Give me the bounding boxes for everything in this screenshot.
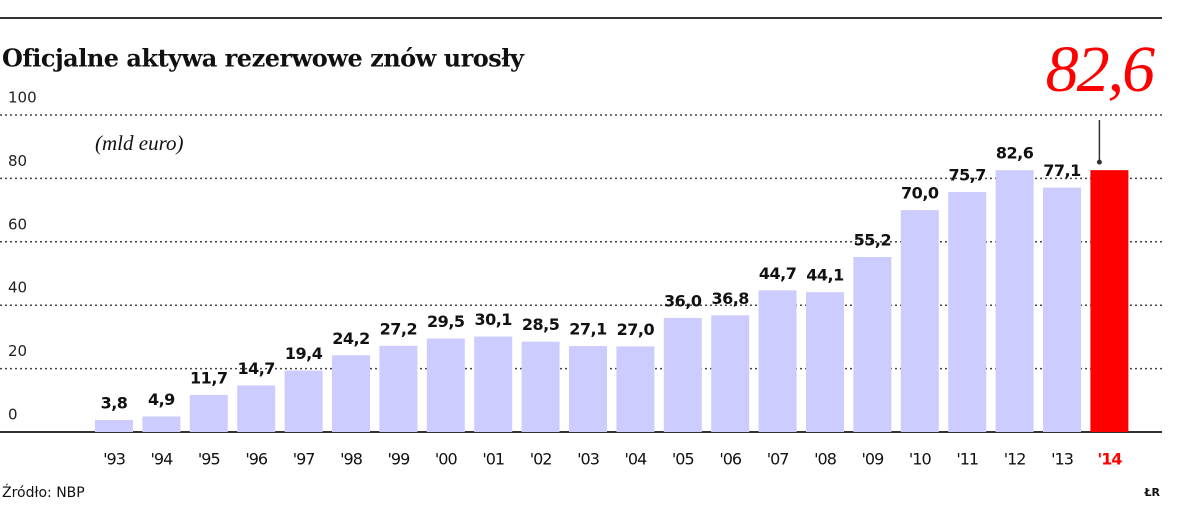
x-tick-label: '13 (1051, 450, 1073, 469)
x-tick-label: '94 (151, 450, 174, 469)
highlight-label: 82,6 (1046, 33, 1156, 106)
x-tick-label: '05 (672, 450, 694, 469)
bar (142, 416, 181, 432)
x-tick-label: '01 (482, 450, 504, 469)
bar (711, 315, 750, 432)
x-tick-label: '98 (340, 450, 363, 469)
bar (758, 290, 797, 432)
bar (663, 317, 702, 432)
value-label: 75,7 (948, 166, 985, 185)
value-label: 44,1 (806, 266, 844, 285)
value-label: 3,8 (101, 393, 128, 412)
x-tick-label: '99 (388, 450, 411, 469)
bar (189, 394, 228, 432)
x-tick-label: '96 (245, 450, 268, 469)
x-tick-label: '08 (814, 450, 837, 469)
y-tick-label: 60 (8, 215, 27, 233)
bar (1043, 187, 1081, 432)
unit-label: (mld euro) (95, 131, 183, 155)
value-label: 24,2 (332, 329, 369, 348)
y-tick-label: 0 (8, 406, 18, 424)
x-tick-label: '95 (198, 450, 220, 469)
bar (569, 346, 607, 432)
value-label: 30,1 (474, 310, 512, 329)
value-label: 27,0 (617, 320, 655, 339)
bar (995, 170, 1034, 432)
bar (237, 385, 276, 432)
x-tick-label: '04 (625, 450, 648, 469)
value-label: 55,2 (854, 231, 891, 250)
value-label: 19,4 (285, 344, 323, 363)
value-label: 4,9 (148, 390, 175, 409)
y-tick-label: 80 (8, 152, 27, 170)
value-label: 14,7 (237, 359, 274, 378)
x-tick-label: '00 (435, 450, 458, 469)
bar (332, 355, 370, 432)
bar (474, 336, 513, 432)
bar (806, 292, 844, 432)
value-label: 82,6 (996, 144, 1034, 163)
y-tick-label: 100 (8, 89, 37, 107)
x-tick-label: '07 (767, 450, 789, 469)
x-tick-label: '03 (577, 450, 599, 469)
bar (853, 257, 892, 432)
credit: ŁR (1143, 486, 1160, 499)
bar (426, 338, 465, 432)
y-tick-label: 40 (8, 279, 27, 297)
bar (379, 345, 418, 432)
value-label: 44,7 (759, 264, 796, 283)
x-tick-label: '09 (862, 450, 885, 469)
x-tick-label: '10 (909, 450, 932, 469)
value-label: 11,7 (190, 368, 227, 387)
value-label: 27,2 (380, 319, 417, 338)
bar (521, 341, 560, 432)
x-tick-label: '97 (293, 450, 315, 469)
bar (900, 210, 939, 432)
x-tick-label: '14 (1097, 450, 1122, 469)
value-label: 29,5 (427, 312, 465, 331)
bar (1090, 170, 1129, 432)
bar (95, 419, 133, 432)
value-label: 28,5 (522, 315, 560, 334)
bar (948, 192, 987, 432)
y-tick-label: 20 (8, 342, 27, 360)
value-label: 36,0 (664, 291, 702, 310)
value-label: 36,8 (711, 289, 749, 308)
connector-dot (1096, 159, 1102, 165)
bar (284, 370, 323, 432)
x-tick-label: '06 (719, 450, 742, 469)
chart-title: Oficjalne aktywa rezerwowe znów urosły (2, 44, 525, 73)
value-label: 27,1 (569, 320, 607, 339)
bar (616, 346, 655, 432)
x-tick-label: '11 (956, 450, 978, 469)
value-label: 77,1 (1043, 161, 1081, 180)
x-tick-label: '02 (530, 450, 552, 469)
value-label: 70,0 (901, 184, 939, 203)
source: Źródło: NBP (2, 483, 85, 501)
x-tick-label: '93 (103, 450, 125, 469)
x-tick-label: '12 (1004, 450, 1026, 469)
